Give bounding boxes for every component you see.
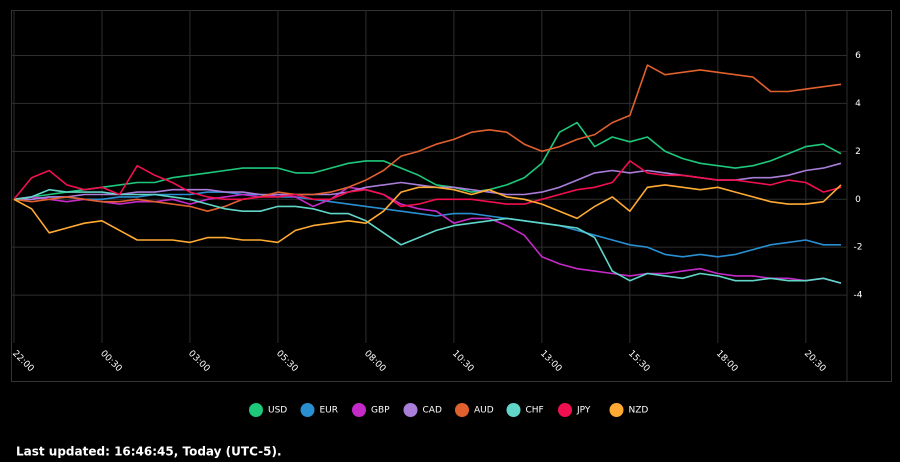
legend-swatch [403, 403, 418, 417]
legend-swatch [609, 403, 624, 417]
x-tick-label: 18:00 [714, 349, 740, 375]
legend-item[interactable]: AUD [455, 403, 494, 417]
x-tick-label: 00:30 [98, 349, 124, 375]
y-tick-label: 4 [855, 99, 861, 109]
y-tick-label: -4 [854, 291, 863, 301]
legend-item[interactable]: EUR [300, 403, 339, 417]
x-tick-label: 15:30 [626, 349, 652, 375]
series-line [13, 188, 842, 284]
legend-label: USD [268, 406, 287, 416]
series-line [13, 160, 842, 208]
legend-label: CHF [526, 406, 544, 416]
legend-item[interactable]: JPY [558, 403, 591, 417]
series-line [13, 184, 842, 244]
legend-swatch [506, 403, 521, 417]
x-tick-label: 20:30 [802, 349, 828, 375]
legend-item[interactable]: GBP [352, 403, 390, 417]
legend-swatch [558, 403, 572, 417]
x-tick-label: 03:00 [186, 349, 212, 375]
legend-item[interactable]: CAD [403, 403, 442, 417]
y-tick-label: -2 [854, 243, 863, 253]
legend-swatch [249, 403, 263, 417]
legend-label: GBP [371, 406, 390, 416]
legend-swatch [455, 403, 469, 417]
legend-item[interactable]: USD [249, 403, 287, 417]
x-tick-label: 08:00 [362, 349, 388, 375]
legend-label: CAD [423, 406, 442, 416]
x-tick-label: 13:00 [538, 349, 564, 375]
y-tick-label: 0 [855, 195, 861, 205]
chart-frame [11, 10, 892, 382]
legend-swatch [300, 403, 315, 417]
series-line [13, 64, 842, 212]
footer: Last updated: 16:46:45, Today (UTC-5). [16, 445, 282, 459]
legend-item[interactable]: CHF [506, 403, 544, 417]
x-tick-label: 22:00 [10, 349, 36, 375]
series-line [13, 121, 842, 201]
legend-label: EUR [320, 406, 339, 416]
legend-swatch [352, 403, 366, 417]
x-tick-label: 05:30 [274, 349, 300, 375]
legend-item[interactable]: NZD [609, 403, 649, 417]
legend-label: AUD [474, 406, 494, 416]
y-tick-label: 2 [855, 147, 861, 157]
x-tick-label: 10:30 [450, 349, 476, 375]
legend-label: JPY [576, 406, 591, 416]
y-tick-label: 6 [855, 51, 861, 61]
legend-label: NZD [629, 406, 649, 416]
